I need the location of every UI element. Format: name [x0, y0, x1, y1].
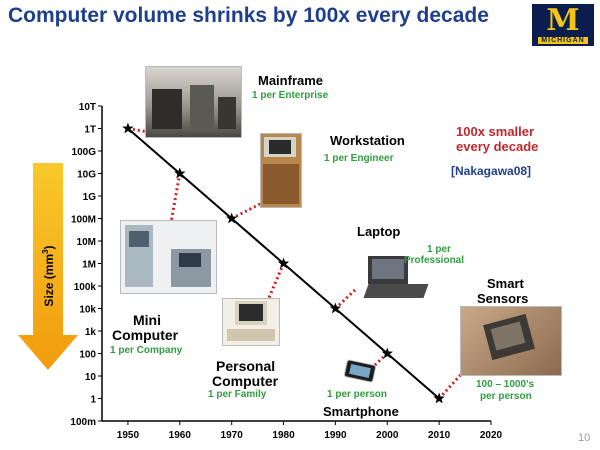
- y-tick-label: 1T: [84, 125, 96, 136]
- page-number: 10: [578, 432, 590, 444]
- callout-line2: every decade: [456, 139, 538, 154]
- photo-connector: [268, 264, 284, 301]
- y-tick-label: 10k: [79, 305, 96, 316]
- workstation-label: Workstation: [330, 133, 405, 148]
- x-tick-label: 1960: [169, 430, 192, 441]
- x-tick-label: 2010: [428, 430, 451, 441]
- x-tick-label: 1950: [117, 430, 140, 441]
- workstation-sub: 1 per Engineer: [324, 153, 393, 164]
- y-axis-title-text: Size (mm: [42, 254, 56, 307]
- laptop-sub2: Professional: [404, 255, 464, 266]
- minicomputer-photo: [120, 220, 217, 294]
- smart-sensors-sub1: 100 – 1000’s: [476, 379, 534, 390]
- y-tick-label: 100G: [72, 147, 97, 158]
- y-tick-label: 10G: [77, 170, 96, 181]
- y-axis-title-close: ): [42, 245, 56, 249]
- laptop-label: Laptop: [357, 224, 400, 239]
- workstation-photo: [260, 133, 302, 208]
- photo-connector: [232, 203, 262, 219]
- x-tick-label: 2020: [480, 430, 503, 441]
- minicomputer-label-2: Computer: [112, 327, 178, 343]
- y-tick-label: 1G: [83, 192, 97, 203]
- smart-sensors-sub2: per person: [480, 391, 532, 402]
- personal-computer-label-1: Personal: [216, 358, 275, 374]
- x-tick-label: 1980: [272, 430, 295, 441]
- smartphone-label: Smartphone: [323, 404, 399, 419]
- mainframe-sub: 1 per Enterprise: [252, 90, 328, 101]
- smart-sensors-label-2: Sensors: [477, 291, 528, 306]
- photo-connector: [335, 290, 355, 309]
- x-tick-label: 2000: [376, 430, 399, 441]
- y-tick-label: 1M: [82, 260, 96, 271]
- personal-computer-sub: 1 per Family: [208, 389, 266, 400]
- smartphone-sub: 1 per person: [327, 389, 387, 400]
- x-tick-label: 1970: [221, 430, 244, 441]
- minicomputer-sub: 1 per Company: [110, 345, 182, 356]
- mainframe-label: Mainframe: [258, 73, 323, 88]
- y-tick-label: 100k: [74, 282, 97, 293]
- y-axis-title: Size (mm3): [41, 245, 56, 306]
- smart-sensors-label-1: Smart: [487, 276, 524, 291]
- y-tick-label: 1: [90, 395, 96, 406]
- y-tick-label: 100: [79, 350, 96, 361]
- callout-line1: 100x smaller: [456, 124, 534, 139]
- personal-computer-photo: [222, 298, 280, 346]
- y-tick-label: 10M: [77, 237, 96, 248]
- y-tick-label: 100M: [71, 215, 96, 226]
- laptop-sub1: 1 per: [427, 244, 451, 255]
- smart-sensors-photo: [460, 306, 562, 376]
- citation: [Nakagawa08]: [451, 164, 531, 178]
- y-tick-label: 10: [85, 372, 97, 383]
- personal-computer-label-2: Computer: [212, 373, 278, 389]
- mainframe-photo: [145, 66, 242, 138]
- y-tick-label: 1k: [85, 327, 97, 338]
- y-tick-label: 100m: [70, 417, 96, 428]
- y-tick-label: 10T: [79, 102, 96, 113]
- x-tick-label: 1990: [324, 430, 347, 441]
- minicomputer-label-1: Mini: [133, 312, 161, 328]
